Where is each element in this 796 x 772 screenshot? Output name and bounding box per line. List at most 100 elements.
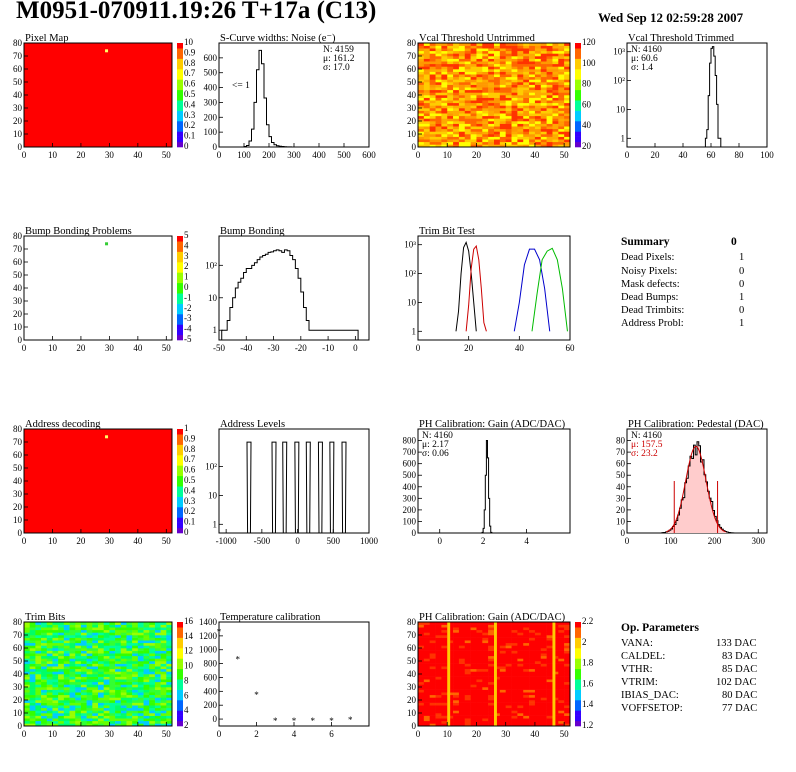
heatmap-cell: [418, 136, 425, 140]
heatmap-cell: [499, 126, 506, 130]
heatmap-cell: [482, 713, 489, 716]
heatmap-cell: [98, 629, 104, 633]
heatmap-cell: [534, 713, 542, 716]
heatmap-cell: [534, 705, 542, 709]
heatmap-cell: [540, 48, 547, 52]
x-tick-label: 20: [76, 729, 86, 739]
heatmap-cell: [441, 718, 448, 722]
heatmap-cell: [41, 642, 48, 646]
heatmap-cell: [552, 710, 559, 714]
y-tick-label: 40: [407, 669, 417, 679]
heatmap-cell: [98, 723, 104, 727]
colorbar-segment: [177, 720, 183, 727]
heatmap-cell: [470, 700, 477, 703]
heatmap-cell: [137, 692, 144, 696]
x-tick-label: 2: [254, 729, 259, 739]
heatmap-cell: [470, 74, 477, 78]
colorbar-label: 1: [184, 423, 189, 433]
heatmap-cell: [511, 66, 518, 70]
heatmap-cell: [29, 700, 36, 703]
colorbar-segment: [575, 689, 581, 696]
heatmap-cell: [58, 681, 65, 685]
heatmap-cell: [166, 661, 173, 664]
heatmap-cell: [120, 676, 127, 680]
heatmap-cell: [149, 663, 156, 667]
colorbar-label: 0.5: [184, 89, 196, 99]
heatmap-cell: [470, 637, 477, 641]
heatmap-cell: [482, 681, 489, 685]
heatmap-cell: [523, 668, 530, 672]
heatmap-cell: [75, 671, 82, 675]
heatmap-cell: [482, 87, 489, 91]
heatmap-cell: [458, 136, 466, 140]
heatmap-cell: [517, 69, 524, 72]
heatmap-cell: [137, 622, 144, 625]
heatmap-cell: [558, 629, 565, 633]
heatmap-cell: [494, 139, 501, 143]
heatmap-cell: [423, 674, 430, 677]
heatmap-cell: [534, 629, 542, 633]
heatmap-cell: [69, 622, 76, 625]
heatmap-cell: [418, 674, 425, 677]
heatmap-cell: [540, 74, 547, 78]
heatmap-cell: [558, 710, 565, 714]
heatmap-cell: [441, 697, 448, 701]
heatmap-cell: [149, 637, 156, 641]
heatmap-cell: [429, 69, 436, 72]
heatmap-cell: [92, 674, 99, 677]
heatmap-cell: [35, 629, 42, 633]
heatmap-cell: [103, 645, 110, 649]
heatmap-cell: [453, 642, 460, 646]
heatmap-cell: [447, 105, 454, 109]
heatmap-cell: [494, 123, 501, 127]
heatmap-cell: [80, 720, 87, 724]
heatmap-cell: [546, 115, 553, 119]
timestamp: Wed Sep 12 02:59:28 2007: [598, 10, 744, 25]
colorbar-label: -3: [184, 313, 192, 323]
heatmap-cell: [552, 684, 559, 688]
heatmap-cell: [523, 69, 530, 72]
y-tick-label: 40: [13, 669, 23, 679]
heatmap-cell: [558, 74, 565, 78]
heatmap-cell: [29, 666, 36, 670]
heatmap-cell: [441, 69, 448, 72]
heatmap-cell: [488, 139, 495, 143]
heatmap-cell: [558, 687, 565, 690]
heatmap-cell: [558, 697, 565, 701]
heatmap-cell: [529, 640, 536, 644]
colorbar-label: 120: [582, 37, 596, 47]
heatmap-cell: [453, 697, 460, 701]
heatmap-cell: [564, 676, 571, 680]
heatmap-cell: [435, 82, 442, 85]
heatmap-cell: [488, 66, 495, 70]
heatmap-cell: [558, 115, 565, 119]
colorbar-label: 0.5: [184, 475, 196, 485]
heatmap-cell: [435, 92, 442, 96]
heatmap-cell: [517, 84, 524, 88]
heatmap-cell: [441, 108, 448, 111]
heatmap-cell: [418, 92, 425, 96]
y-tick-label: 100: [403, 516, 417, 526]
heatmap-cell: [476, 692, 483, 696]
heatmap-cell: [447, 702, 454, 706]
heatmap-cell: [447, 139, 454, 143]
heatmap-cell: [98, 650, 104, 654]
x-tick-label: 50: [162, 343, 172, 353]
heatmap-cell: [523, 134, 530, 137]
colorbar-segment: [177, 267, 183, 273]
heatmap-cell: [494, 650, 501, 654]
heatmap-cell: [482, 655, 489, 659]
heatmap-cell: [540, 676, 547, 680]
heatmap-cell: [69, 715, 76, 719]
heatmap-cell: [418, 58, 425, 62]
heatmap-cell: [558, 126, 565, 130]
heatmap-cell: [529, 82, 536, 85]
heatmap-cell: [41, 700, 48, 703]
heatmap-cell: [534, 100, 542, 104]
heatmap-cell: [476, 61, 483, 65]
heatmap-cell: [166, 668, 173, 672]
heatmap-cell: [458, 687, 466, 690]
heatmap-cell: [564, 123, 571, 127]
heatmap-cell: [80, 622, 87, 625]
heatmap-cell: [546, 110, 553, 114]
